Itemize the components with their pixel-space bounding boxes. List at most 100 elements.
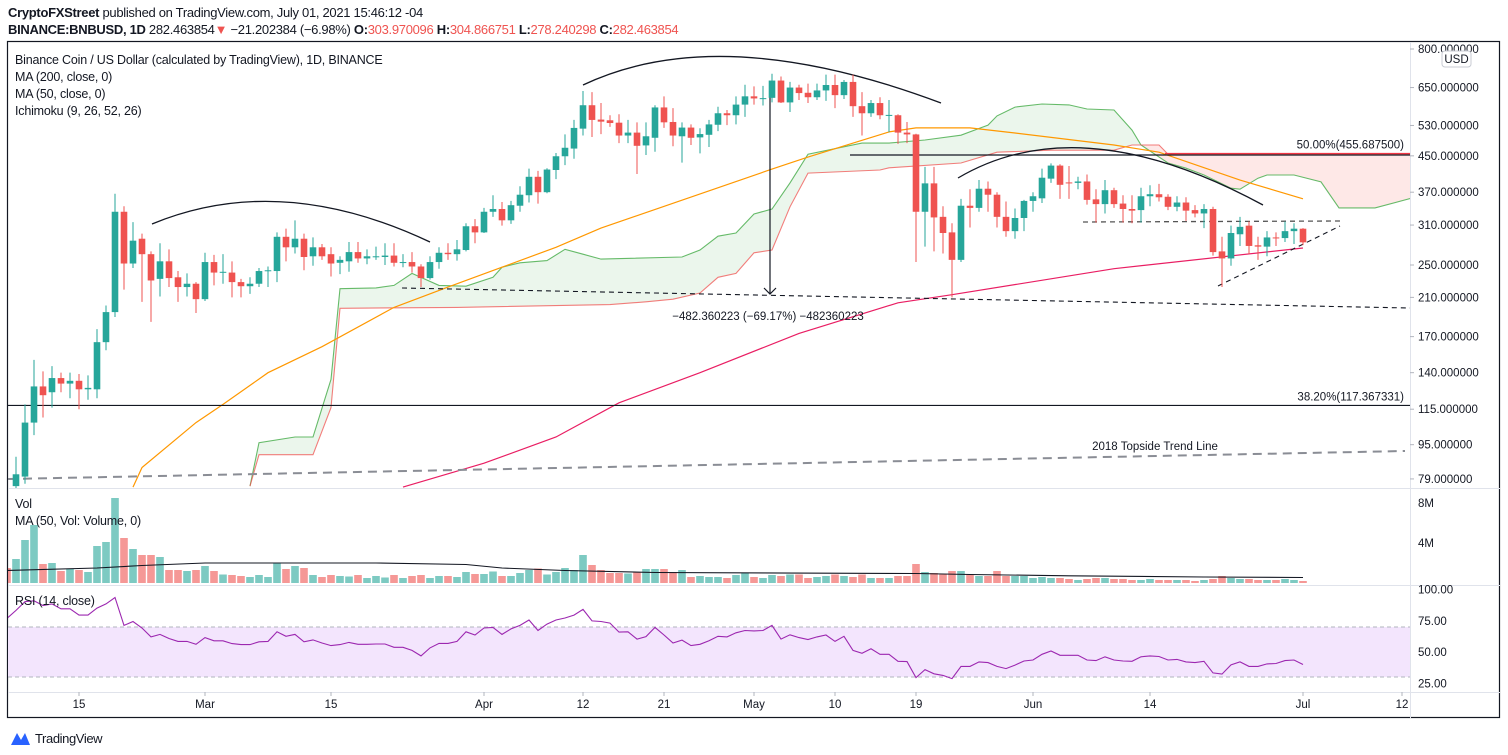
high-value: 304.866751 [449, 22, 516, 37]
ichimoku-cloud-segment [1384, 154, 1393, 206]
ichimoku-cloud-segment [1024, 105, 1033, 152]
price-pane[interactable]: 50.00%(455.687500) 38.20%(117.367331) −482… [4, 55, 1411, 515]
candle-body [327, 254, 335, 264]
candle [228, 261, 236, 298]
candle [1074, 176, 1082, 190]
candle [525, 168, 533, 203]
volume-bar [588, 565, 596, 583]
legend-ma50[interactable]: MA (50, close, 0) [15, 87, 106, 101]
candle [111, 193, 119, 317]
candle-body [984, 188, 992, 195]
candle [984, 181, 992, 212]
time-axis-label: 12 [577, 699, 590, 711]
ichimoku-cloud-segment [556, 249, 565, 306]
candle [1299, 228, 1307, 246]
candle-body [1254, 245, 1262, 247]
candle [777, 76, 785, 104]
ichimoku-cloud-segment [1258, 154, 1267, 179]
currency-badge[interactable]: USD [1441, 50, 1472, 68]
candle-body [777, 80, 785, 103]
volume-bar [831, 574, 839, 583]
time-axis-label: 15 [325, 699, 338, 711]
candle-body [192, 283, 200, 300]
candle-body [1281, 231, 1289, 239]
ichimoku-cloud-segment [511, 262, 520, 307]
candle [336, 256, 344, 275]
candle [48, 366, 56, 408]
candle-body [1227, 233, 1235, 259]
ichimoku-cloud-segment [1006, 107, 1015, 152]
ichimoku-cloud-segment [853, 143, 862, 172]
legend-volume-ma[interactable]: MA (50, Vol: Volume, 0) [15, 514, 142, 528]
candle [444, 243, 452, 260]
candle-body [210, 262, 218, 273]
candle [1047, 163, 1055, 183]
ichimoku-cloud-segment [448, 285, 457, 308]
candle [840, 80, 848, 100]
legend-ma200[interactable]: MA (200, close, 0) [15, 70, 113, 84]
candle-body [885, 114, 893, 116]
legend-volume[interactable]: Vol [15, 497, 32, 511]
rsi-axis-label: 25.00 [1418, 678, 1447, 690]
volume-bar [840, 576, 848, 583]
candle [291, 220, 299, 254]
ichimoku-cloud-segment [817, 150, 826, 173]
legend-ichimoku[interactable]: Ichimoku (9, 26, 52, 26) [15, 104, 142, 118]
candle [1119, 195, 1127, 223]
candle [381, 243, 389, 265]
volume-bar [480, 574, 488, 583]
volume-bar [363, 578, 371, 583]
volume-bar [624, 573, 632, 583]
candle-body [219, 271, 227, 273]
legend-rsi[interactable]: RSI (14, close) [15, 594, 95, 608]
ichimoku-cloud-segment [610, 258, 619, 305]
volume-bar [291, 566, 299, 583]
candle-body [165, 261, 173, 279]
volume-bar [678, 570, 686, 583]
candle [84, 375, 92, 400]
volume-bar [786, 574, 794, 583]
volume-bar [651, 569, 659, 583]
volume-pane[interactable] [3, 498, 1307, 583]
volume-bar [201, 566, 209, 583]
rising-support-dashed-line [1217, 225, 1341, 287]
candle [1101, 180, 1109, 214]
candle-body [813, 90, 821, 98]
ichimoku-cloud-segment [745, 214, 754, 263]
volume-bar [804, 578, 812, 583]
author-name[interactable]: CryptoFXStreet [8, 5, 100, 20]
volume-bar [1263, 580, 1271, 583]
candle [939, 206, 947, 254]
volume-bar [120, 538, 128, 583]
rsi-pane[interactable] [7, 596, 1410, 680]
candle [399, 254, 407, 268]
ichimoku-cloud-segment [808, 152, 817, 174]
candle [1263, 231, 1271, 257]
volume-bar [1281, 579, 1289, 583]
volume-bar [381, 577, 389, 583]
volume-bar [48, 563, 56, 583]
axes[interactable]: 800.000000650.000000530.000000450.000000… [73, 44, 1479, 711]
candle-body [354, 252, 362, 259]
candle-body [705, 124, 713, 135]
volume-bar [1065, 579, 1073, 583]
candle-body [111, 211, 119, 313]
ichimoku-cloud-segment [826, 148, 835, 173]
volume-bar [84, 572, 92, 583]
candle-body [1200, 208, 1208, 214]
candle [237, 278, 245, 298]
trendline-label: 2018 Topside Trend Line [1092, 441, 1218, 453]
candle-body [1209, 208, 1217, 253]
ichimoku-cloud-segment [790, 167, 799, 207]
ichimoku-cloud-segment [1204, 154, 1213, 180]
ichimoku-cloud-segment [1213, 154, 1222, 184]
candle-body [273, 236, 281, 272]
volume-bar [264, 577, 272, 583]
series-title[interactable]: Binance Coin / US Dollar (calculated by … [15, 53, 383, 67]
tradingview-logo[interactable]: TradingView [10, 730, 103, 746]
ichimoku-cloud-segment [961, 131, 970, 163]
candle [660, 96, 668, 128]
ichimoku-cloud-segment [943, 136, 952, 165]
candle [102, 305, 110, 351]
